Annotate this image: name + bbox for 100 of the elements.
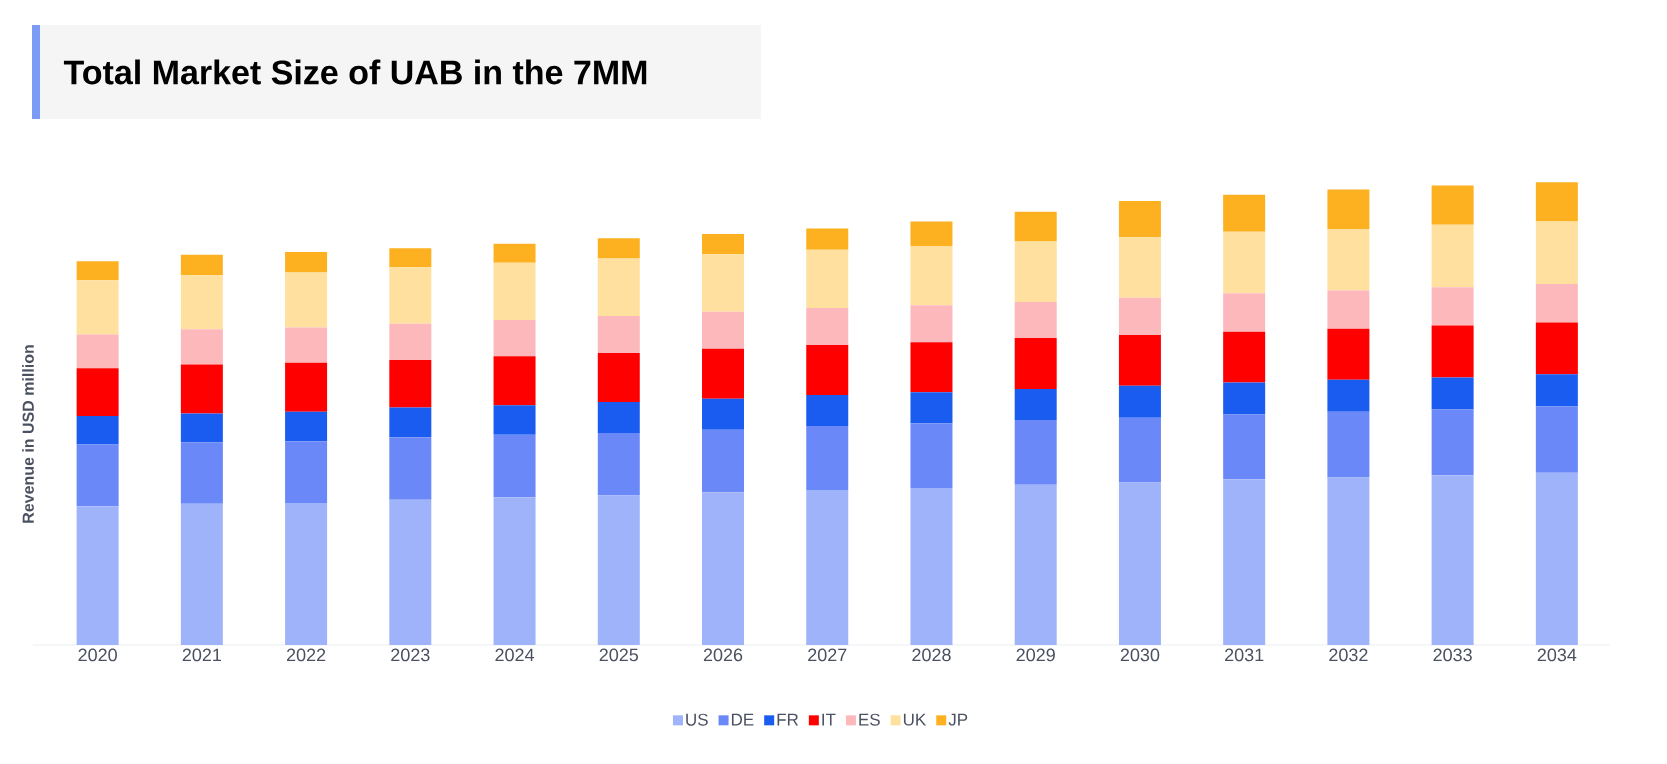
bar <box>702 429 745 493</box>
bar <box>493 320 536 357</box>
y-axis-title: Revenue in USD million <box>22 345 34 523</box>
bar <box>1327 477 1370 645</box>
bar <box>910 246 953 306</box>
bar <box>1223 331 1266 383</box>
legend-label: UK <box>903 713 927 726</box>
bar <box>1014 302 1057 339</box>
legend-label: JP <box>948 713 968 726</box>
bar <box>597 495 640 645</box>
bar <box>389 359 432 408</box>
x-tick-label: 2031 <box>1225 648 1264 662</box>
x-tick-label: 2028 <box>912 648 951 662</box>
bar <box>389 248 432 268</box>
bar <box>910 221 953 247</box>
bar <box>806 489 849 645</box>
bar <box>597 433 640 496</box>
legend-label: DE <box>731 713 754 726</box>
bar <box>1327 290 1370 329</box>
bar <box>702 348 745 399</box>
bar <box>1118 237 1161 298</box>
bar <box>389 437 432 500</box>
x-tick-label: 2033 <box>1433 648 1472 662</box>
bar <box>180 329 223 365</box>
bar <box>285 362 328 412</box>
bar <box>1118 297 1161 335</box>
chart-title: Total Market Size of UAB in the 7MM <box>63 59 647 85</box>
bar <box>806 249 849 309</box>
x-tick-label: 2025 <box>599 648 639 662</box>
x-tick-label: 2023 <box>391 648 430 662</box>
bar <box>76 415 119 445</box>
bar <box>806 308 849 346</box>
bar <box>1223 479 1266 645</box>
bar <box>1118 385 1161 418</box>
bar <box>180 442 223 504</box>
bar <box>389 499 432 645</box>
bar <box>1223 293 1266 332</box>
bar <box>702 492 745 645</box>
bar <box>1327 328 1370 380</box>
bar <box>1535 374 1578 407</box>
bar <box>597 402 640 434</box>
bar <box>1535 283 1578 323</box>
bar <box>285 502 328 645</box>
bar <box>389 323 432 360</box>
legend-label: IT <box>822 713 836 726</box>
bar <box>76 368 119 416</box>
bar <box>1118 334 1161 386</box>
bar <box>493 243 536 263</box>
bar <box>1327 189 1370 229</box>
bar <box>1014 389 1057 421</box>
bar <box>493 356 536 406</box>
x-tick-label: 2020 <box>78 648 117 662</box>
bar <box>180 364 223 414</box>
bar <box>702 233 745 255</box>
bar <box>910 488 953 645</box>
bar <box>1118 482 1161 645</box>
bar <box>597 352 640 402</box>
bar <box>493 497 536 645</box>
bar <box>389 267 432 324</box>
bar <box>1223 194 1266 232</box>
x-tick-label: 2022 <box>286 648 326 662</box>
x-tick-label: 2021 <box>182 648 221 662</box>
bar <box>1223 231 1266 294</box>
bar <box>180 503 223 645</box>
bar <box>702 398 745 430</box>
bar <box>1535 182 1578 222</box>
x-tick-label: 2029 <box>1016 648 1055 662</box>
bar <box>76 280 119 335</box>
bar <box>1327 379 1370 412</box>
bar <box>1014 241 1057 303</box>
bar <box>1223 382 1266 415</box>
x-tick-label: 2027 <box>808 648 847 662</box>
bar <box>1431 377 1474 410</box>
bar <box>702 254 745 312</box>
bar <box>1431 224 1474 288</box>
bar <box>910 342 953 393</box>
bar <box>1431 287 1474 326</box>
bar <box>702 311 745 349</box>
bar <box>910 392 953 424</box>
bar <box>285 441 328 503</box>
bar <box>1431 325 1474 378</box>
bar <box>597 238 640 259</box>
bar <box>806 395 849 427</box>
bar <box>285 327 328 363</box>
bar <box>910 423 953 489</box>
x-tick-label: 2024 <box>495 648 535 662</box>
x-tick-label: 2026 <box>703 648 743 662</box>
x-tick-label: 2030 <box>1120 648 1160 662</box>
bar <box>1014 420 1057 485</box>
bar <box>1535 406 1578 473</box>
bar <box>1431 185 1474 225</box>
bar <box>493 262 536 321</box>
bar <box>1327 411 1370 478</box>
x-tick-label: 2034 <box>1537 648 1577 662</box>
bar <box>493 434 536 498</box>
bar <box>1014 338 1057 390</box>
bar <box>180 254 223 276</box>
bar <box>1535 472 1578 645</box>
bar <box>910 305 953 343</box>
bar <box>1118 201 1161 238</box>
